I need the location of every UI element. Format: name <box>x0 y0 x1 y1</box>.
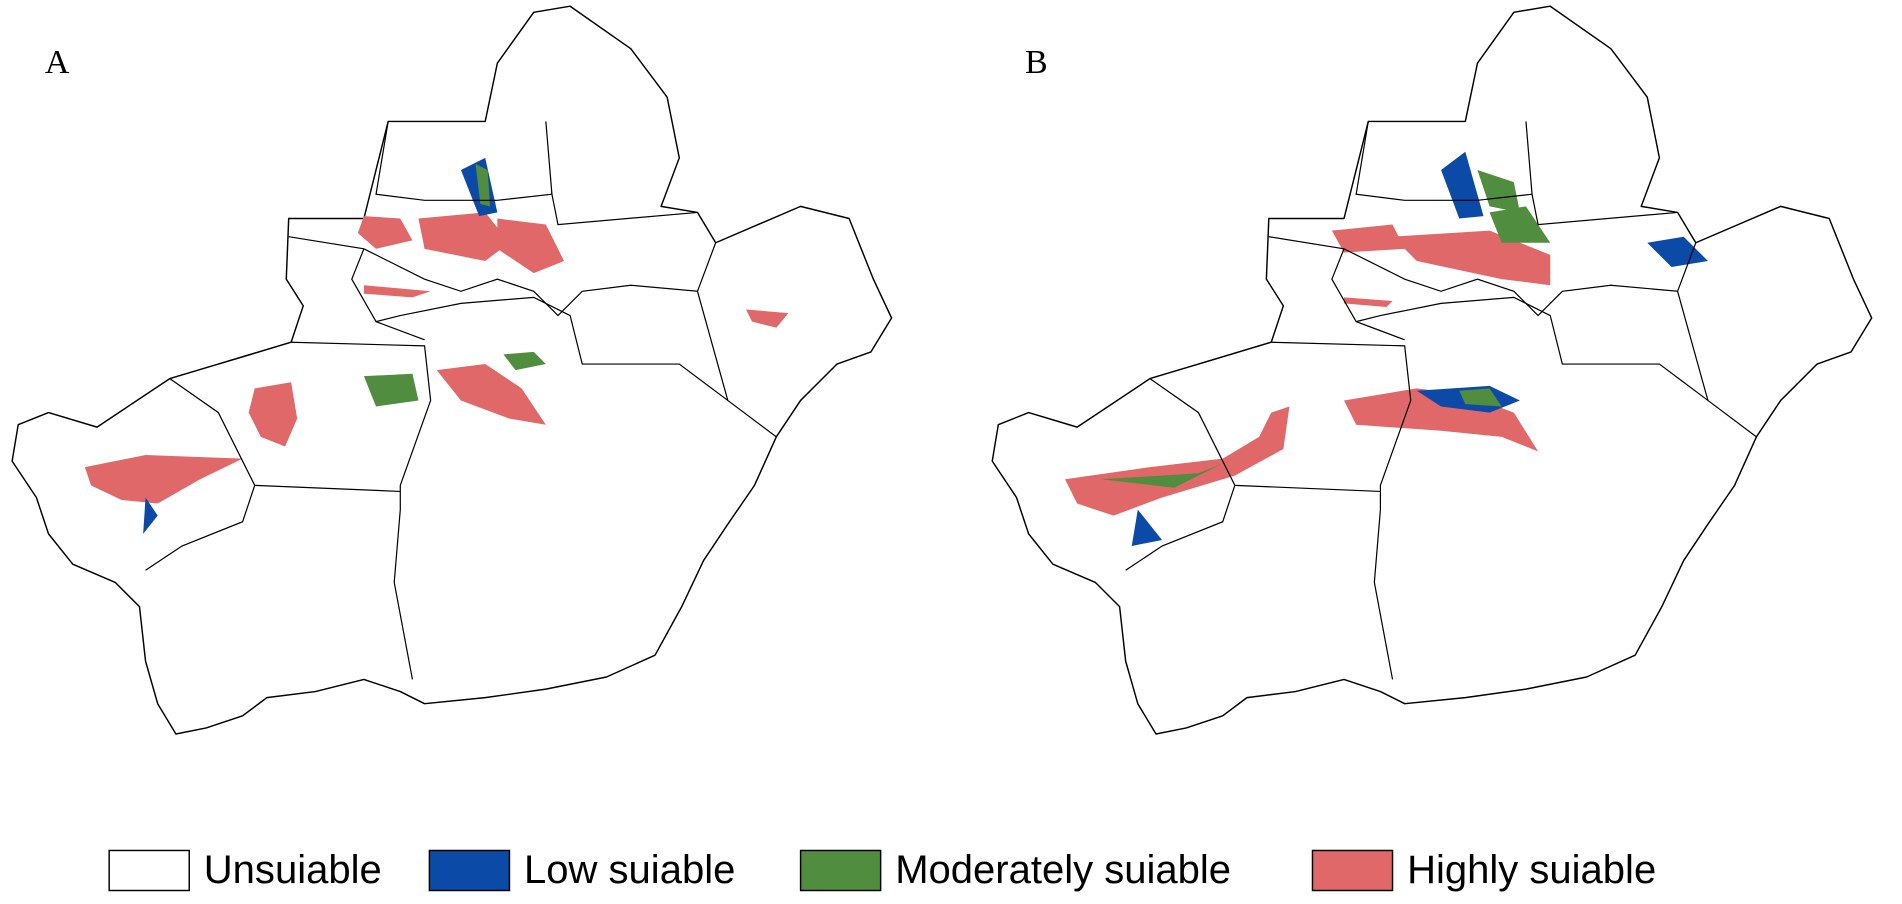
legend-swatch <box>799 849 882 892</box>
district-border <box>696 291 777 438</box>
region-outline <box>991 5 1873 735</box>
suitability-area <box>497 218 565 274</box>
district-border <box>1234 484 1381 493</box>
district-border <box>145 378 256 571</box>
legend-label: Moderately suiable <box>895 848 1231 892</box>
suitability-area <box>1477 169 1520 213</box>
district-border <box>1125 378 1236 571</box>
legend: Unsuiable Low suiable Moderately suiable Hi… <box>108 848 1656 892</box>
suitability-area <box>1441 151 1484 219</box>
district-border <box>1677 291 1757 438</box>
map-panel: B <box>991 5 1873 735</box>
district-border <box>1198 341 1412 680</box>
suitability-area <box>357 216 413 249</box>
suitability-area <box>143 497 158 534</box>
suitability-area <box>1392 230 1551 286</box>
district-border <box>218 341 432 680</box>
legend-label: Unsuiable <box>204 848 382 892</box>
legend-swatch <box>108 849 190 892</box>
district-border <box>1268 236 1697 317</box>
panel-label: B <box>1025 44 1048 81</box>
suitability-area <box>363 285 431 298</box>
suitability-area <box>1065 406 1290 516</box>
legend-label: Low suiable <box>524 848 735 892</box>
district-border <box>1531 194 1678 226</box>
district-border <box>375 296 729 401</box>
suitability-area <box>1131 509 1163 547</box>
suitability-area <box>746 309 789 328</box>
legend-swatch <box>1311 849 1394 892</box>
district-border <box>288 236 717 317</box>
suitability-area <box>1101 463 1223 488</box>
suitability-area <box>503 351 546 371</box>
district-border <box>1355 121 1533 201</box>
legend-swatch <box>428 849 511 892</box>
district-border <box>1355 296 1709 401</box>
district-border <box>1331 248 1405 341</box>
district-border <box>375 121 553 201</box>
map-panel: A <box>11 5 893 735</box>
district-border <box>254 484 401 493</box>
suitability-area <box>1459 388 1502 407</box>
suitability-area <box>1331 224 1405 253</box>
suitability-area <box>363 373 419 407</box>
suitability-area <box>436 364 546 425</box>
suitability-area <box>1647 236 1708 268</box>
suitability-area <box>248 382 298 447</box>
district-border <box>351 248 425 341</box>
panel-label: A <box>45 44 70 81</box>
suitability-area <box>1489 206 1551 243</box>
suitability-area <box>84 455 243 504</box>
legend-label: Highly suiable <box>1407 848 1656 892</box>
suitability-area <box>1344 297 1393 308</box>
district-border <box>551 194 698 226</box>
suitability-area <box>475 163 491 207</box>
suitability-area <box>418 212 510 261</box>
